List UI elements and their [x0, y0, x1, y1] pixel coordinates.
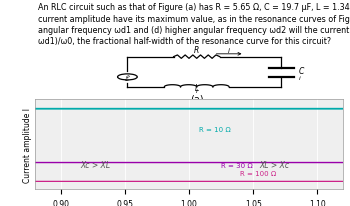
Text: R = 30 Ω: R = 30 Ω — [221, 163, 253, 169]
Text: i: i — [298, 76, 300, 81]
Text: i: i — [196, 89, 197, 94]
Text: XL > Xc: XL > Xc — [260, 160, 290, 169]
Text: C: C — [298, 66, 304, 75]
Text: R = 100 Ω: R = 100 Ω — [240, 170, 276, 176]
Text: R: R — [194, 45, 199, 54]
Text: An RLC circuit such as that of Figure (a) has R = 5.65 Ω, C = 19.7 µF, L = 1.34 : An RLC circuit such as that of Figure (a… — [38, 3, 350, 46]
Text: Xc > XL: Xc > XL — [80, 160, 110, 169]
Text: (a): (a) — [190, 94, 203, 104]
Text: R = 10 Ω: R = 10 Ω — [199, 127, 231, 133]
Y-axis label: Current amplitude I: Current amplitude I — [23, 107, 32, 182]
Text: $\mathcal{E}$: $\mathcal{E}$ — [124, 73, 131, 82]
Text: i: i — [228, 48, 230, 54]
Text: L: L — [195, 84, 199, 93]
